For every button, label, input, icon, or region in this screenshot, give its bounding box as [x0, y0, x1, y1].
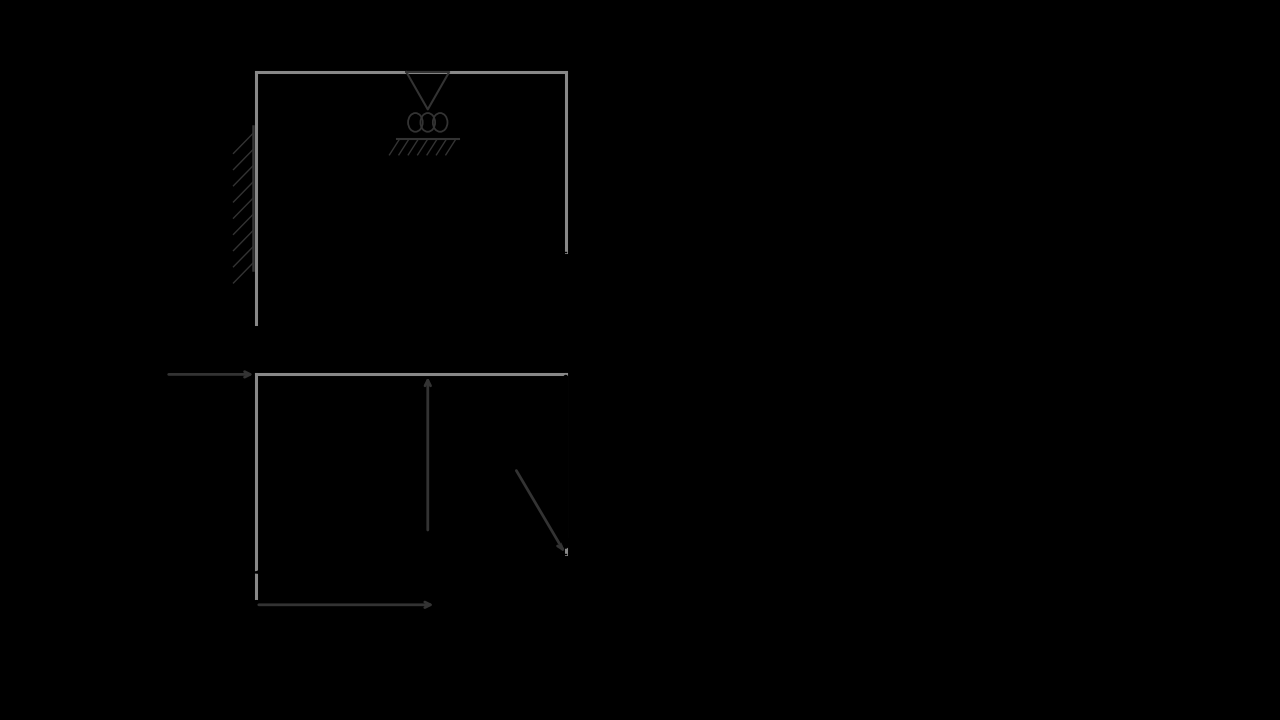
- Text: 2: 2: [603, 573, 613, 591]
- Text: $M_A$: $M_A$: [909, 469, 931, 488]
- Text: и момент: и момент: [844, 469, 924, 485]
- Text: M: M: [580, 395, 599, 415]
- Text: Уравнения равновесия имеют вид:: Уравнения равновесия имеют вид:: [703, 555, 1027, 570]
- Text: A: A: [261, 614, 275, 632]
- Text: F: F: [498, 444, 511, 462]
- Text: = 0,8,: = 0,8,: [833, 244, 884, 259]
- Text: M = 12 кНм.: M = 12 кНм.: [703, 192, 808, 206]
- Text: Плоская рама закреплена в скользящей заделке: Плоская рама закреплена в скользящей зад…: [703, 81, 1115, 96]
- Text: $\alpha$: $\alpha$: [525, 230, 539, 248]
- Text: $cos\alpha$: $cos\alpha$: [767, 244, 806, 262]
- Text: нтальная сила: нтальная сила: [703, 469, 826, 485]
- Text: Определить реакции опор.: Определить реакции опор.: [813, 192, 1043, 206]
- Text: 2: 2: [188, 644, 200, 662]
- Text: возникают две реакции – горизо-: возникают две реакции – горизо-: [818, 433, 1098, 448]
- Text: o: o: [122, 685, 131, 699]
- Text: A: A: [801, 433, 813, 448]
- Text: действуют  силы: действуют силы: [703, 155, 849, 169]
- Text: шарнира: шарнира: [703, 506, 780, 521]
- Text: P: P: [152, 350, 165, 368]
- Text: 3: 3: [603, 458, 613, 476]
- Text: щей заделке: щей заделке: [703, 433, 817, 448]
- Text: B.: B.: [940, 118, 957, 132]
- Text: 2: 2: [603, 300, 613, 318]
- Text: $\sum X_i = X_A + F\,cos\alpha\, + P = 0,$: $\sum X_i = X_A + F\,cos\alpha\, + P = 0…: [703, 606, 951, 635]
- Text: На раму: На раму: [961, 118, 1037, 132]
- Text: 6: 6: [406, 388, 416, 406]
- Text: F: F: [495, 140, 508, 159]
- Text: $X_A$: $X_A$: [329, 579, 352, 599]
- Text: А и опирается  на  подвижный шарнир: А и опирается на подвижный шарнир: [703, 118, 1023, 132]
- Text: вертикальная.: вертикальная.: [792, 506, 915, 521]
- Text: B: B: [420, 44, 434, 63]
- Text: 6: 6: [406, 644, 416, 662]
- Text: $\sum Y_i = Y_B - F\,sin\alpha = 0,$: $\sum Y_i = Y_B - F\,sin\alpha = 0,$: [703, 654, 905, 683]
- Text: Решение:: Решение:: [703, 350, 796, 368]
- Text: $X_A$: $X_A$: [813, 469, 832, 488]
- Text: 2: 2: [188, 388, 200, 406]
- Text: $\boldsymbol{F sin\alpha}$: $\boldsymbol{F sin\alpha}$: [580, 456, 645, 476]
- Text: . Реакция подвижного: . Реакция подвижного: [942, 469, 1123, 485]
- Text: $M_A$: $M_A$: [202, 633, 228, 653]
- Text: Заменим  действие связей реакциями. В скользя-: Заменим действие связей реакциями. В ско…: [703, 396, 1125, 411]
- Text: $\sum M_A = M_A + 2Y_B + 2F\,cos\alpha - 8F\,sin\alpha$: $\sum M_A = M_A + 2Y_B + 2F\,cos\alpha -…: [703, 702, 1046, 720]
- Text: B: B: [774, 506, 786, 521]
- Text: M: M: [580, 82, 599, 102]
- Text: и   момент: и момент: [1024, 155, 1119, 169]
- Text: ПРИМЕР:: ПРИМЕР:: [703, 28, 796, 46]
- Text: F = 20 кН,: F = 20 кН,: [831, 155, 919, 169]
- Text: Y: Y: [115, 591, 125, 609]
- Text: P = 5 кН: P = 5 кН: [927, 155, 1010, 169]
- Text: P: P: [152, 44, 166, 63]
- Text: X: X: [191, 675, 202, 693]
- Text: 3: 3: [603, 156, 613, 174]
- Text: Дано:: Дано:: [703, 244, 758, 259]
- Text: $\alpha$: $\alpha$: [527, 534, 540, 552]
- Text: $Y_B$: $Y_B$: [436, 446, 457, 466]
- Text: A: A: [209, 219, 223, 238]
